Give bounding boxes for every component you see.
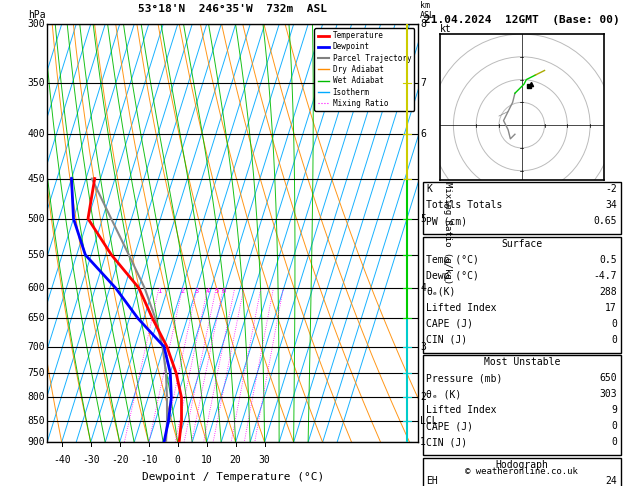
Text: 900: 900 [28,437,45,447]
Text: 1: 1 [420,437,426,447]
Text: 450: 450 [28,174,45,184]
Text: -20: -20 [111,455,128,465]
Text: Lifted Index: Lifted Index [426,405,497,416]
Text: 4: 4 [420,283,426,293]
Text: 6: 6 [420,129,426,139]
Text: 53°18'N  246°35'W  732m  ASL: 53°18'N 246°35'W 732m ASL [138,4,327,14]
Text: hPa: hPa [28,10,45,20]
Text: 7: 7 [420,78,426,88]
Text: 288: 288 [599,287,617,297]
Text: 303: 303 [599,389,617,399]
Text: 700: 700 [28,342,45,352]
Text: -2: -2 [605,184,617,194]
Text: 2: 2 [420,393,426,402]
Text: -30: -30 [82,455,99,465]
Text: 300: 300 [28,19,45,29]
Text: Hodograph: Hodograph [495,460,548,470]
Text: 0: 0 [611,335,617,345]
Text: 800: 800 [28,393,45,402]
Text: 24: 24 [605,476,617,486]
Text: CIN (J): CIN (J) [426,335,467,345]
Text: 500: 500 [28,214,45,224]
Text: 3: 3 [195,288,199,294]
Text: θₑ(K): θₑ(K) [426,287,456,297]
Text: -40: -40 [53,455,70,465]
Text: CIN (J): CIN (J) [426,437,467,448]
Text: 4: 4 [206,288,209,294]
Text: Dewpoint / Temperature (°C): Dewpoint / Temperature (°C) [142,471,324,482]
Text: kt: kt [440,24,452,34]
Text: 8: 8 [420,19,426,29]
Text: 400: 400 [28,129,45,139]
Text: 0.65: 0.65 [594,216,617,226]
Text: CAPE (J): CAPE (J) [426,319,474,329]
Text: 2: 2 [181,288,184,294]
Text: 0: 0 [611,437,617,448]
Text: Lifted Index: Lifted Index [426,303,497,313]
Text: 0: 0 [611,421,617,432]
Text: 350: 350 [28,78,45,88]
Text: CAPE (J): CAPE (J) [426,421,474,432]
Text: Most Unstable: Most Unstable [484,357,560,367]
Text: 1: 1 [157,288,161,294]
Text: Totals Totals: Totals Totals [426,200,503,210]
Text: 6: 6 [221,288,225,294]
Text: EH: EH [426,476,438,486]
Text: km
ASL: km ASL [420,0,435,20]
Text: 10: 10 [201,455,213,465]
Text: K: K [426,184,432,194]
Text: 5: 5 [420,214,426,224]
Text: Surface: Surface [501,239,542,249]
Text: 3: 3 [420,342,426,352]
Text: 750: 750 [28,368,45,378]
Text: LCL: LCL [420,416,438,426]
Text: 600: 600 [28,283,45,293]
Text: 34: 34 [605,200,617,210]
Text: 5: 5 [214,288,218,294]
Legend: Temperature, Dewpoint, Parcel Trajectory, Dry Adiabat, Wet Adiabat, Isotherm, Mi: Temperature, Dewpoint, Parcel Trajectory… [314,28,415,111]
Text: -4.7: -4.7 [594,271,617,281]
Text: Mixing Ratio (g/kg): Mixing Ratio (g/kg) [443,182,452,284]
Text: 17: 17 [605,303,617,313]
Text: Temp (°C): Temp (°C) [426,255,479,265]
Text: -10: -10 [140,455,157,465]
Text: 850: 850 [28,416,45,426]
Text: θₑ (K): θₑ (K) [426,389,462,399]
Text: 9: 9 [611,405,617,416]
Text: Pressure (mb): Pressure (mb) [426,373,503,383]
Text: 0: 0 [611,319,617,329]
Text: 0: 0 [175,455,181,465]
Text: 650: 650 [28,313,45,324]
Text: 650: 650 [599,373,617,383]
Text: PW (cm): PW (cm) [426,216,467,226]
Text: 550: 550 [28,250,45,260]
Text: Dewp (°C): Dewp (°C) [426,271,479,281]
Text: 0.5: 0.5 [599,255,617,265]
Text: 21.04.2024  12GMT  (Base: 00): 21.04.2024 12GMT (Base: 00) [424,15,620,25]
Text: 20: 20 [230,455,242,465]
Text: © weatheronline.co.uk: © weatheronline.co.uk [465,467,578,476]
Text: 30: 30 [259,455,270,465]
